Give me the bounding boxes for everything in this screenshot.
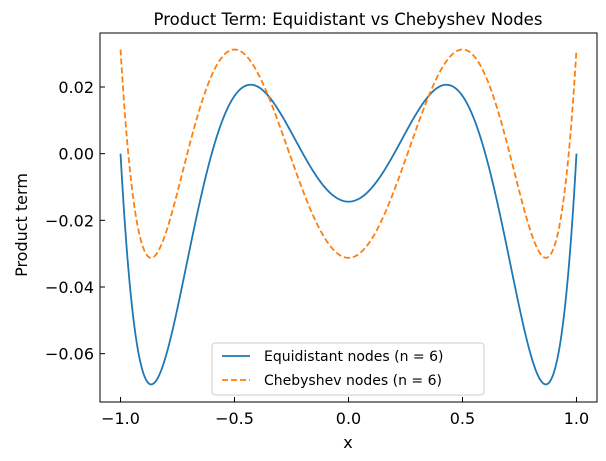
legend-label-chebyshev: Chebyshev nodes (n = 6) <box>264 373 442 389</box>
plot-lines <box>119 48 578 386</box>
x-tick-label: −1.0 <box>101 409 140 428</box>
legend-label-equidistant: Equidistant nodes (n = 6) <box>264 349 443 365</box>
chart-title: Product Term: Equidistant vs Chebyshev N… <box>154 10 543 29</box>
y-axis-label: Product term <box>12 173 31 277</box>
x-tick-label: 1.0 <box>564 409 589 428</box>
y-tick-label: −0.06 <box>45 345 94 364</box>
y-tick-label: −0.04 <box>45 278 94 297</box>
x-tick-label: −0.5 <box>215 409 254 428</box>
y-tick-label: 0.02 <box>58 78 94 97</box>
series-line-chebyshev <box>119 48 578 259</box>
legend: Equidistant nodes (n = 6) Chebyshev node… <box>211 342 485 396</box>
ticks: −1.0 −0.5 0.0 0.5 1.0 −0.06 −0.04 −0.02 0.00 0.02 <box>45 78 589 428</box>
x-axis-label: x <box>343 433 352 452</box>
x-tick-label: 0.0 <box>336 409 361 428</box>
series-line-equidistant <box>119 83 578 386</box>
legend-box <box>211 342 485 396</box>
x-tick-label: 0.5 <box>450 409 475 428</box>
plot-frame <box>99 32 598 403</box>
y-tick-label: −0.02 <box>45 211 94 230</box>
y-tick-label: 0.00 <box>58 145 94 164</box>
